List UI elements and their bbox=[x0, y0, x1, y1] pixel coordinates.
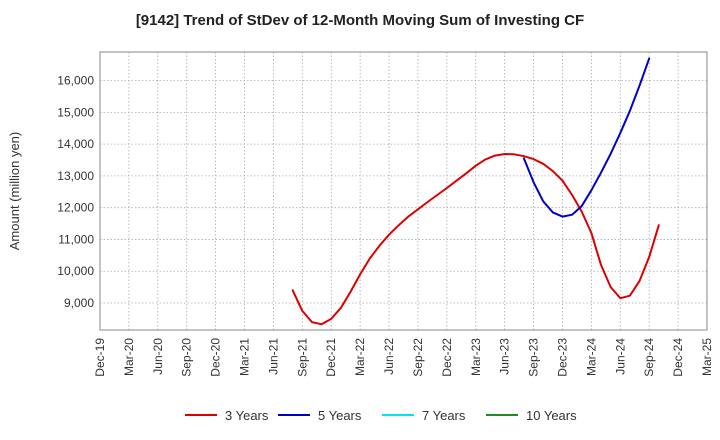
y-tick-label: 16,000 bbox=[57, 74, 94, 88]
x-tick-label: Sep-23 bbox=[527, 338, 541, 377]
x-tick-label: Sep-20 bbox=[180, 338, 194, 377]
x-tick-label: Jun-23 bbox=[498, 338, 512, 375]
chart-title: [9142] Trend of StDev of 12-Month Moving… bbox=[135, 12, 585, 29]
x-tick-label: Sep-21 bbox=[295, 338, 309, 377]
y-tick-label: 14,000 bbox=[57, 137, 94, 151]
legend-label-7-years: 7 Years bbox=[422, 408, 466, 423]
legend-label-3-years: 3 Years bbox=[225, 408, 269, 423]
y-tick-labels: 9,000 10,000 11,000 12,000 13,000 14,000 15,00… bbox=[57, 74, 94, 310]
series-lines bbox=[291, 57, 660, 326]
x-tick-label: Dec-23 bbox=[555, 338, 569, 377]
series-line-5-years bbox=[522, 57, 651, 218]
x-tick-label: Dec-24 bbox=[671, 338, 685, 377]
y-tick-label: 10,000 bbox=[57, 264, 94, 278]
y-axis-label: Amount (million yen) bbox=[7, 132, 22, 251]
legend-label-5-years: 5 Years bbox=[318, 408, 362, 423]
x-tick-labels: Dec-19 Mar-20 Jun-20 Sep-20 Dec-20 Mar-21 Jun-… bbox=[93, 338, 714, 377]
x-tick-label: Mar-20 bbox=[122, 338, 136, 376]
y-tick-label: 9,000 bbox=[64, 296, 94, 310]
x-tick-label: Mar-21 bbox=[238, 338, 252, 376]
plot-frame bbox=[99, 51, 708, 331]
x-tick-label: Jun-20 bbox=[151, 338, 165, 375]
legend-label-10-years: 10 Years bbox=[526, 408, 577, 423]
x-tick-label: Dec-20 bbox=[209, 338, 223, 377]
x-tick-label: Jun-21 bbox=[266, 338, 280, 375]
x-tick-label: Dec-22 bbox=[440, 338, 454, 377]
legend: 3 Years 5 Years 7 Years 10 Years bbox=[185, 408, 577, 423]
x-tick-label: Mar-22 bbox=[353, 338, 367, 376]
x-tick-label: Dec-19 bbox=[93, 338, 107, 377]
x-tick-label: Sep-24 bbox=[642, 338, 656, 377]
x-tick-label: Jun-22 bbox=[382, 338, 396, 375]
y-tick-label: 11,000 bbox=[58, 232, 94, 246]
x-tick-label: Mar-24 bbox=[584, 338, 598, 376]
y-tick-label: 12,000 bbox=[57, 201, 94, 215]
x-tick-label: Jun-24 bbox=[613, 338, 627, 375]
series-line-3-years bbox=[291, 153, 660, 326]
x-tick-label: Mar-25 bbox=[700, 338, 714, 376]
x-tick-label: Dec-21 bbox=[324, 338, 338, 377]
grid-lines bbox=[100, 52, 707, 330]
y-tick-label: 13,000 bbox=[57, 169, 94, 183]
x-tick-label: Sep-22 bbox=[411, 338, 425, 377]
y-tick-label: 15,000 bbox=[57, 105, 94, 119]
x-tick-label: Mar-23 bbox=[469, 338, 483, 376]
